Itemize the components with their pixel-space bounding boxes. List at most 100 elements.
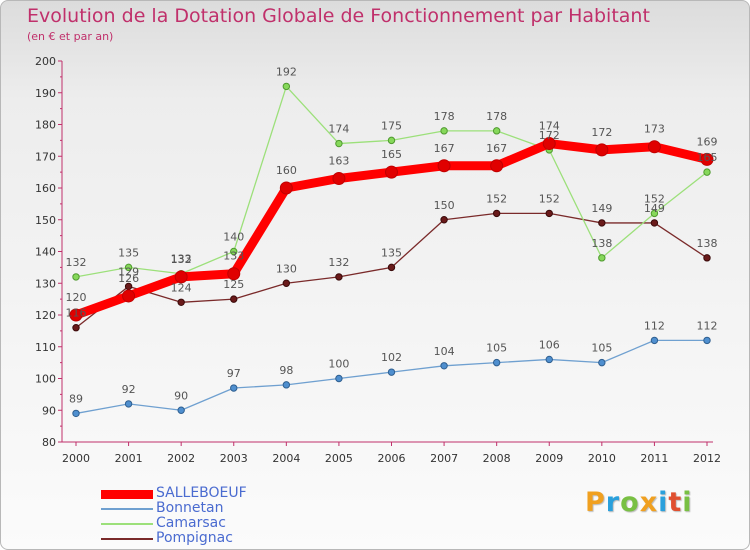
data-point-bonnetan [230,384,238,392]
data-point-camarsac [282,82,291,91]
data-label-salleboeuf: 165 [381,148,402,161]
data-point-salleboeuf [122,289,136,303]
data-label-camarsac: 178 [486,110,507,123]
data-label-bonnetan: 105 [486,342,507,355]
data-point-bonnetan [124,400,133,408]
data-label-bonnetan: 105 [591,342,612,355]
x-tick-label: 2010 [588,452,616,465]
data-point-camarsac [440,127,448,135]
data-label-salleboeuf: 160 [276,164,297,177]
data-label-pompignac: 149 [591,202,612,215]
data-label-bonnetan: 112 [644,319,665,332]
data-label-bonnetan: 89 [69,392,83,405]
data-point-camarsac [335,139,343,148]
data-point-salleboeuf [595,143,609,157]
x-tick-label: 2007 [430,452,458,465]
chart-title: Evolution de la Dotation Globale de Fonc… [27,5,650,27]
legend-swatch-camarsac [101,523,153,525]
data-label-pompignac: 129 [118,265,139,278]
data-point-camarsac [124,263,133,272]
legend-label-salleboeuf: SALLEBOEUF [156,485,247,501]
x-tick-label: 2006 [378,452,406,465]
x-tick-label: 2005 [325,452,353,465]
data-label-camarsac: 175 [381,119,402,132]
data-point-salleboeuf [332,171,346,185]
data-point-camarsac [703,168,711,176]
data-point-camarsac [72,273,80,281]
legend-swatch-salleboeuf [101,489,153,499]
line-chart: 80 90 100 110 120 130 140 150 160 170 180 190 200 200… [35,55,721,465]
data-point-pompignac [650,219,659,227]
x-tick-label: 2011 [640,452,668,465]
data-point-pompignac [598,219,606,227]
data-label-camarsac: 132 [66,256,87,269]
data-label-camarsac: 178 [434,110,455,123]
logo-letter: i [658,487,669,518]
data-label-bonnetan: 104 [434,345,455,358]
data-label-camarsac: 140 [223,231,244,244]
data-point-salleboeuf [385,165,398,179]
data-point-bonnetan [440,362,448,370]
data-point-salleboeuf [174,270,188,284]
data-label-salleboeuf: 126 [118,272,139,285]
data-label-salleboeuf: 167 [486,142,507,155]
data-label-camarsac: 135 [118,246,139,259]
data-point-pompignac [335,273,343,281]
x-tick-label: 2004 [272,452,300,465]
data-label-camarsac: 172 [539,129,560,142]
data-point-salleboeuf [437,159,451,173]
data-point-pompignac [177,298,185,306]
data-label-salleboeuf: 169 [697,135,718,148]
data-point-camarsac [387,136,396,145]
x-tick-label: 2008 [483,452,511,465]
y-tick-label: 120 [35,309,56,322]
data-point-pompignac [545,209,553,218]
data-point-bonnetan [72,409,80,418]
data-label-salleboeuf: 173 [644,123,665,136]
data-label-salleboeuf: 167 [434,142,455,155]
data-label-salleboeuf: 120 [66,291,87,304]
legend-label-camarsac: Camarsac [156,515,226,531]
data-label-pompignac: 124 [171,281,192,294]
data-point-bonnetan [335,374,343,383]
data-point-bonnetan [177,406,185,414]
data-point-salleboeuf [69,308,83,322]
x-tick-label: 2003 [220,452,248,465]
data-label-bonnetan: 100 [328,358,349,371]
data-point-pompignac [440,216,448,224]
y-tick-label: 200 [35,55,56,68]
legend-label-bonnetan: Bonnetan [156,500,224,516]
data-label-bonnetan: 102 [381,351,402,364]
data-point-salleboeuf [647,140,661,154]
data-point-bonnetan [492,358,501,367]
data-label-pompignac: 125 [223,278,244,291]
y-tick-label: 140 [35,246,56,259]
data-point-bonnetan [387,368,396,376]
y-tick-label: 150 [35,214,56,227]
data-label-bonnetan: 90 [174,389,188,402]
data-label-camarsac: 165 [697,151,718,164]
data-point-camarsac [230,247,238,256]
legend-swatch-bonnetan [101,508,153,510]
data-point-pompignac [72,324,80,332]
data-point-salleboeuf [542,137,556,151]
data-label-pompignac: 152 [486,192,507,205]
y-tick-label: 80 [42,436,56,449]
y-tick-label: 100 [35,373,56,386]
logo-letter: t [668,487,683,518]
data-label-pompignac: 152 [539,192,560,205]
data-point-camarsac [492,127,501,135]
data-point-camarsac [650,209,659,218]
data-label-camarsac: 192 [276,65,297,78]
logo-letter: r [605,487,621,518]
y-tick-label: 130 [35,277,56,290]
data-label-bonnetan: 92 [122,383,136,396]
x-tick-label: 2001 [115,452,143,465]
data-label-camarsac: 152 [644,192,665,205]
data-point-salleboeuf [227,267,241,281]
x-tick-label: 2002 [167,452,195,465]
proxiti-logo: Proxiti [585,487,693,518]
data-point-salleboeuf [279,181,293,195]
data-point-pompignac [282,279,291,287]
